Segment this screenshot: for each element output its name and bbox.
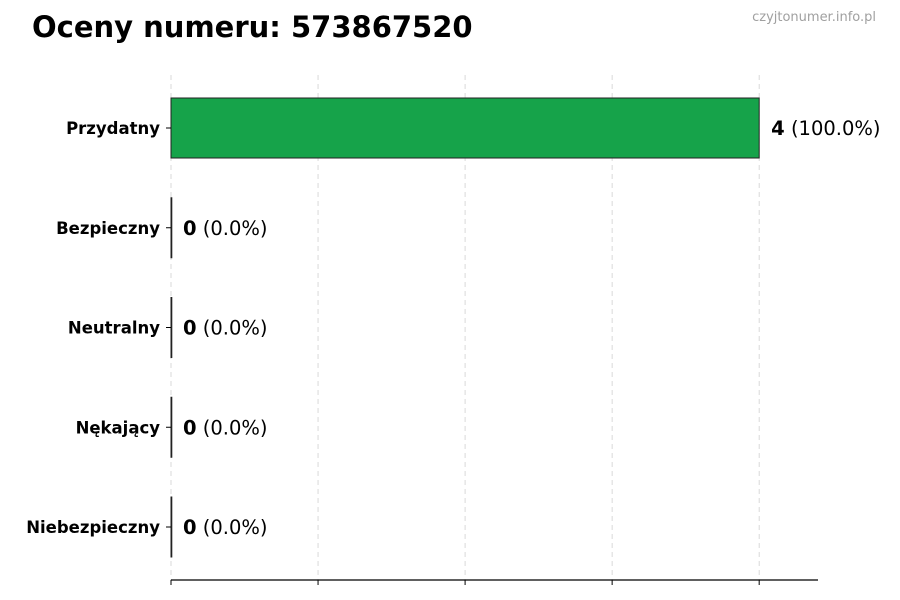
data-label-count: 0 <box>183 516 197 539</box>
data-label-count: 4 <box>771 117 785 140</box>
data-label-pct: (0.0%) <box>197 317 268 340</box>
data-label: 0 (0.0%) <box>183 516 268 539</box>
bar <box>170 197 173 259</box>
data-label-pct: (0.0%) <box>197 416 268 439</box>
category-label: Neutralny <box>68 319 160 338</box>
data-label: 0 (0.0%) <box>183 317 268 340</box>
data-label: 4 (100.0%) <box>771 117 880 140</box>
data-label-pct: (0.0%) <box>197 217 268 240</box>
data-label-count: 0 <box>183 317 197 340</box>
bar <box>170 97 760 159</box>
category-label: Przydatny <box>66 119 160 138</box>
data-label: 0 (0.0%) <box>183 416 268 439</box>
data-label: 0 (0.0%) <box>183 217 268 240</box>
bar <box>170 396 173 458</box>
category-label: Niebezpieczny <box>26 518 160 537</box>
category-label: Nękający <box>76 418 161 437</box>
data-label-pct: (0.0%) <box>197 516 268 539</box>
bar <box>170 297 173 358</box>
bar <box>170 496 173 558</box>
category-label: Bezpieczny <box>56 219 160 238</box>
data-label-pct: (100.0%) <box>785 117 881 140</box>
watermark: czyjtonumer.info.pl <box>752 10 876 25</box>
chart-title: Oceny numeru: 573867520 <box>32 10 473 44</box>
data-label-count: 0 <box>183 217 197 240</box>
data-label-count: 0 <box>183 416 197 439</box>
